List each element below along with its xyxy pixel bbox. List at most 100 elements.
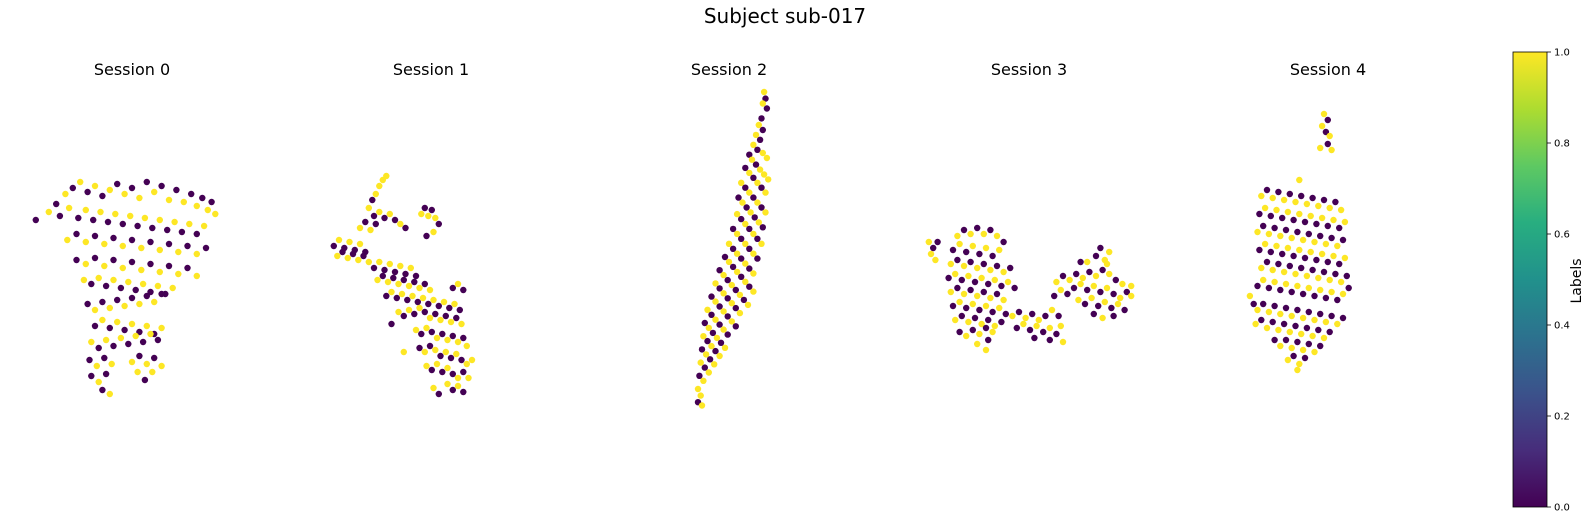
scatter-point: [460, 368, 467, 376]
scatter-point: [416, 344, 423, 352]
scatter-point: [956, 240, 963, 248]
scatter-point: [1261, 240, 1269, 248]
scatter-point: [982, 244, 990, 252]
scatter-point: [149, 224, 156, 232]
scatter-point: [432, 214, 439, 222]
scatter-point: [208, 198, 215, 206]
scatter-point: [90, 216, 97, 224]
scatter-point: [1000, 238, 1007, 246]
scatter-point: [97, 208, 104, 216]
scatter-point: [119, 242, 127, 250]
scatter-point: [425, 300, 432, 308]
scatter-point: [202, 244, 210, 252]
scatter-point: [356, 240, 364, 248]
scatter-point: [423, 362, 430, 370]
scatter-point: [1099, 266, 1106, 274]
scatter-point: [1330, 252, 1337, 260]
scatter-point: [184, 264, 191, 272]
scatter-point: [738, 273, 745, 280]
scatter-point: [758, 115, 765, 122]
scatter-point: [449, 386, 456, 394]
scatter-point: [1277, 232, 1284, 240]
scatter-point: [416, 284, 423, 292]
scatter-point: [376, 208, 383, 216]
scatter-point: [1246, 292, 1254, 300]
scatter-point: [1299, 290, 1307, 298]
scatter-point: [1106, 270, 1113, 278]
scatter-point: [746, 169, 753, 177]
scatter-point: [139, 280, 147, 288]
scatter-point: [428, 366, 435, 374]
scatter-point: [53, 200, 60, 208]
scatter-point: [398, 290, 406, 298]
scatter-point: [439, 368, 446, 376]
scatter-point: [1048, 306, 1056, 314]
scatter-point: [1250, 300, 1257, 308]
scatter-point: [1095, 302, 1102, 310]
scatter-point: [763, 105, 771, 112]
scatter-point: [1334, 320, 1341, 328]
scatter-point: [1256, 246, 1263, 254]
scatter-point: [1282, 336, 1290, 344]
scatter-point: [1280, 268, 1288, 276]
scatter-point: [698, 402, 706, 409]
scatter-point: [447, 318, 455, 326]
scatter-point: [384, 278, 392, 286]
scatter-point: [165, 262, 173, 270]
scatter-point: [1288, 312, 1295, 320]
scatter-point: [1280, 320, 1288, 328]
scatter-point: [151, 298, 158, 306]
scatter-point: [204, 206, 211, 214]
scatter-point: [1320, 110, 1328, 118]
scatter-point: [1258, 316, 1265, 324]
scatter-point: [388, 288, 395, 296]
colorbar-tick-label: 0.4: [1554, 321, 1570, 332]
scatter-point: [95, 378, 102, 386]
scatter-point: [402, 270, 409, 278]
scatter-point: [425, 212, 432, 220]
scatter-point: [117, 284, 125, 292]
scatter-point: [978, 320, 985, 328]
scatter-point: [184, 242, 191, 250]
scatter-point: [1267, 248, 1275, 256]
scatter-point: [760, 88, 768, 96]
scatter-point: [1042, 312, 1049, 320]
scatter-point: [1279, 214, 1286, 222]
scatter-point: [765, 176, 772, 183]
scatter-point: [151, 354, 158, 362]
scatter-point: [976, 330, 983, 338]
scatter-point: [1277, 286, 1284, 294]
scatter-point: [426, 342, 434, 350]
scatter-point: [65, 204, 73, 212]
scatter-point: [1108, 304, 1115, 312]
scatter-point: [393, 294, 400, 302]
scatter-point: [365, 204, 372, 212]
scatter-point: [1292, 198, 1299, 206]
scatter-point: [128, 294, 136, 302]
scatter-point: [1059, 338, 1067, 346]
scatter-point: [88, 280, 95, 288]
scatter-point: [1128, 282, 1135, 290]
scatter-point: [158, 182, 165, 190]
scatter-point: [742, 278, 749, 285]
scatter-point: [1301, 354, 1309, 362]
scatter-point: [754, 255, 761, 262]
scatter-point: [1332, 270, 1339, 278]
scatter-point: [729, 245, 737, 252]
scatter-point: [1075, 296, 1082, 304]
scatter-point: [99, 386, 106, 394]
scatter-point: [1330, 216, 1337, 224]
scatter-point: [763, 154, 771, 162]
scatter-point: [716, 267, 723, 274]
scatter-point: [742, 164, 749, 172]
scatter-point: [963, 304, 970, 312]
scatter-point: [136, 194, 143, 202]
scatter-point: [960, 226, 968, 234]
scatter-point: [1305, 308, 1313, 316]
scatter-point: [956, 328, 963, 336]
scatter-point: [989, 328, 996, 336]
scatter-point: [1286, 328, 1294, 336]
scatter-point: [110, 276, 117, 284]
scatter-point: [128, 320, 136, 328]
scatter-point: [1254, 282, 1261, 290]
